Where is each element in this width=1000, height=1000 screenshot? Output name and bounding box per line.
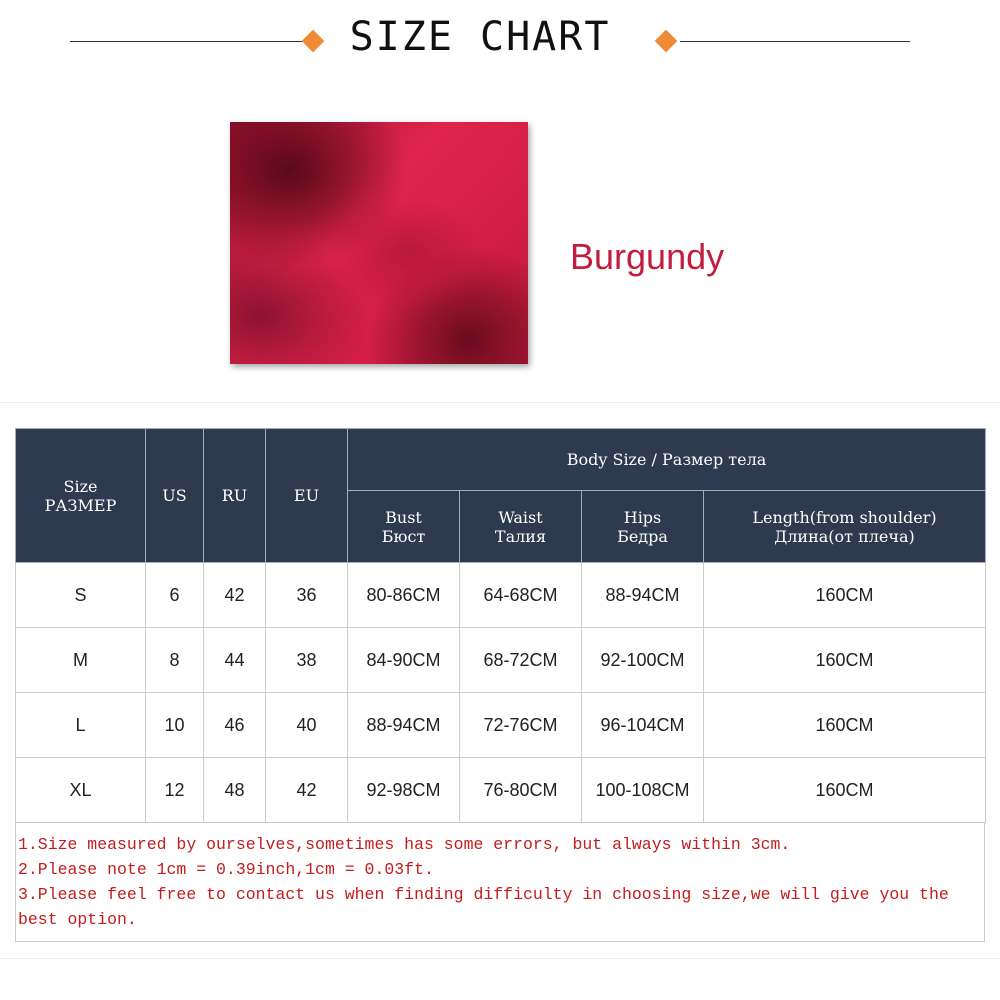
table-cell: 96-104CM <box>581 692 704 758</box>
table-cell: 12 <box>145 757 204 823</box>
table-cell: 44 <box>203 627 266 693</box>
table-cell: 80-86CM <box>347 562 460 628</box>
diamond-icon <box>301 29 325 53</box>
table-cell: 84-90CM <box>347 627 460 693</box>
table-row: M 8 44 38 84-90CM 68-72CM 92-100CM 160CM <box>15 627 987 693</box>
bust-header-ru: Бюст <box>381 526 426 546</box>
title-rule-right <box>680 41 910 42</box>
table-cell: XL <box>15 757 146 823</box>
table-cell: 160CM <box>702 692 987 758</box>
table-cell: 10 <box>145 692 204 758</box>
page-title: SIZE CHART <box>349 14 611 60</box>
length-header-ru: Длина(от плеча) <box>774 526 915 546</box>
hips-header-en: Hips <box>623 507 662 527</box>
waist-header-en: Waist <box>498 507 543 527</box>
body-size-header: Body Size / Размер тела <box>346 428 987 491</box>
diamond-icon <box>654 29 678 53</box>
size-header-ru: РАЗМЕР <box>44 495 117 515</box>
color-name: Burgundy <box>570 236 725 277</box>
table-cell: 8 <box>145 627 204 693</box>
table-cell: 160CM <box>702 562 987 628</box>
eu-header: EU <box>265 428 348 563</box>
table-cell: 160CM <box>702 627 987 693</box>
size-table: Size РАЗМЕР US RU EU Body Size / Размер т… <box>15 428 987 823</box>
table-cell: 42 <box>265 757 348 823</box>
us-header: US <box>145 428 204 563</box>
table-cell: 72-76CM <box>459 692 582 758</box>
table-cell: 48 <box>203 757 266 823</box>
hips-header: Hips Бедра <box>581 490 704 563</box>
size-header-en: Size <box>63 476 98 496</box>
length-header-en: Length(from shoulder) <box>752 507 937 527</box>
table-cell: 76-80CM <box>459 757 582 823</box>
bust-header-en: Bust <box>385 507 422 527</box>
note: 2.Please note 1cm = 0.39inch,1cm = 0.03f… <box>18 860 434 879</box>
table-cell: 6 <box>145 562 204 628</box>
table-cell: 92-100CM <box>581 627 704 693</box>
size-header: Size РАЗМЕР <box>15 428 146 563</box>
note: 3.Please feel free to contact us when fi… <box>18 885 949 929</box>
fabric-swatch <box>230 122 528 364</box>
title-rule-left <box>70 41 305 42</box>
waist-header-ru: Талия <box>494 526 547 546</box>
divider <box>0 958 1000 959</box>
notes: 1.Size measured by ourselves,sometimes h… <box>15 822 985 942</box>
note: 1.Size measured by ourselves,sometimes h… <box>18 835 791 854</box>
table-cell: 88-94CM <box>581 562 704 628</box>
table-cell: 40 <box>265 692 348 758</box>
table-cell: S <box>15 562 146 628</box>
table-cell: M <box>15 627 146 693</box>
table-cell: 160CM <box>702 757 987 823</box>
bust-header: Bust Бюст <box>347 490 460 563</box>
table-cell: 88-94CM <box>347 692 460 758</box>
table-cell: 46 <box>203 692 266 758</box>
table-row: XL 12 48 42 92-98CM 76-80CM 100-108CM 160CM <box>15 757 987 823</box>
table-cell: L <box>15 692 146 758</box>
table-cell: 100-108CM <box>581 757 704 823</box>
table-cell: 68-72CM <box>459 627 582 693</box>
divider <box>0 402 1000 403</box>
hips-header-ru: Бедра <box>617 526 668 546</box>
table-row: S 6 42 36 80-86CM 64-68CM 88-94CM 160CM <box>15 562 987 628</box>
ru-header: RU <box>203 428 266 563</box>
table-cell: 64-68CM <box>459 562 582 628</box>
table-cell: 36 <box>265 562 348 628</box>
length-header: Length(from shoulder) Длина(от плеча) <box>702 490 987 563</box>
waist-header: Waist Талия <box>459 490 582 563</box>
table-cell: 38 <box>265 627 348 693</box>
table-cell: 92-98CM <box>347 757 460 823</box>
table-row: L 10 46 40 88-94CM 72-76CM 96-104CM 160CM <box>15 692 987 758</box>
table-cell: 42 <box>203 562 266 628</box>
